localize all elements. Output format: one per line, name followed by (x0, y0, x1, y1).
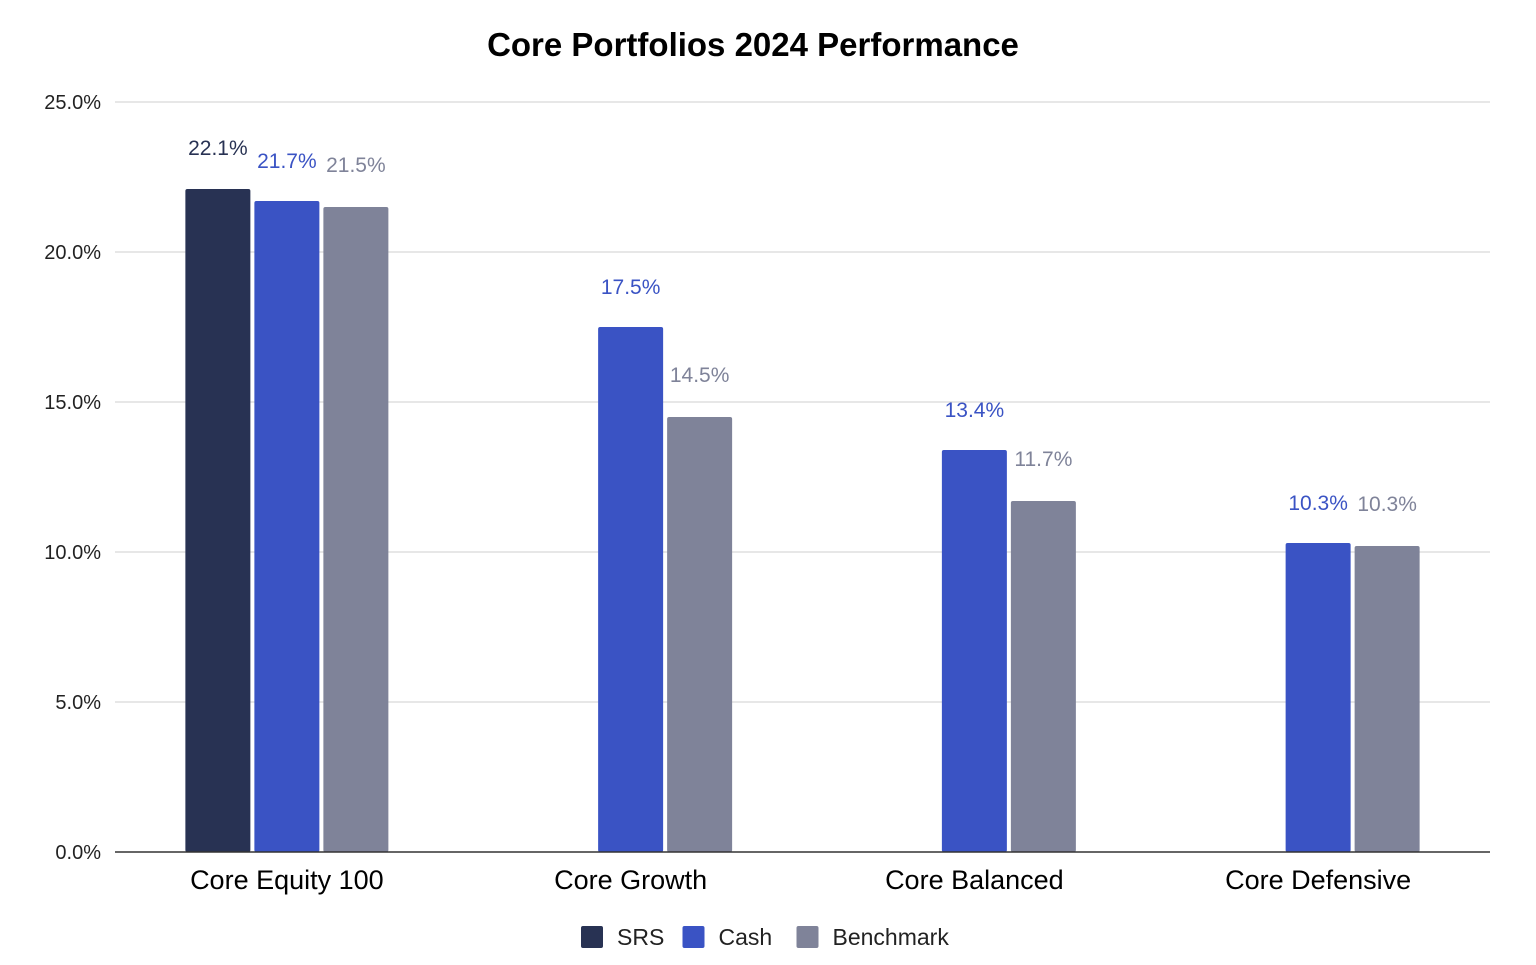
bar-benchmark (1010, 501, 1076, 852)
bars (185, 189, 1420, 852)
legend-swatch-benchmark (796, 926, 819, 948)
data-label: 17.5% (601, 276, 661, 299)
y-axis-ticks: 0.0% 5.0% 10.0% 15.0% 20.0% 25.0% (44, 92, 101, 864)
bar-cash (598, 327, 664, 852)
data-label: 13.4% (945, 399, 1005, 422)
data-label: 14.5% (670, 364, 730, 387)
legend-swatch-cash (682, 926, 705, 948)
legend-swatch-srs (581, 926, 603, 948)
bar-cash (941, 450, 1007, 852)
legend-label: Cash (719, 924, 773, 950)
x-axis-categories: Core Equity 100 Core Growth Core Balanced C… (190, 865, 1411, 895)
bar-cash (1285, 543, 1351, 852)
bar-benchmark (323, 207, 389, 852)
y-tick-label: 15.0% (44, 392, 101, 414)
x-category-label: Core Defensive (1225, 865, 1411, 895)
data-label: 21.7% (257, 150, 317, 173)
legend: SRS Cash Benchmark (581, 924, 949, 950)
data-label: 11.7% (1014, 448, 1072, 471)
data-label: 22.1% (188, 137, 248, 160)
x-category-label: Core Growth (554, 865, 707, 895)
bar-benchmark (667, 417, 733, 852)
y-tick-label: 25.0% (44, 92, 101, 114)
y-tick-label: 5.0% (55, 692, 101, 714)
legend-label: Benchmark (833, 924, 950, 950)
y-tick-label: 0.0% (55, 842, 101, 864)
data-label: 21.5% (326, 154, 386, 177)
bar-benchmark (1354, 546, 1420, 852)
data-label: 10.3% (1357, 493, 1417, 516)
x-category-label: Core Balanced (885, 865, 1064, 895)
x-category-label: Core Equity 100 (190, 865, 384, 895)
bar-cash (254, 201, 320, 852)
data-labels: 22.1% 21.7% 21.5% 17.5% 14.5% 13.4% 11.7% 10.3%… (188, 137, 1417, 516)
y-tick-label: 20.0% (44, 242, 101, 264)
chart-title: Core Portfolios 2024 Performance (487, 26, 1019, 63)
data-label: 10.3% (1288, 492, 1348, 515)
bar-srs (185, 189, 251, 852)
gridlines (115, 101, 1490, 703)
legend-label: SRS (617, 924, 664, 950)
y-tick-label: 10.0% (44, 542, 101, 564)
